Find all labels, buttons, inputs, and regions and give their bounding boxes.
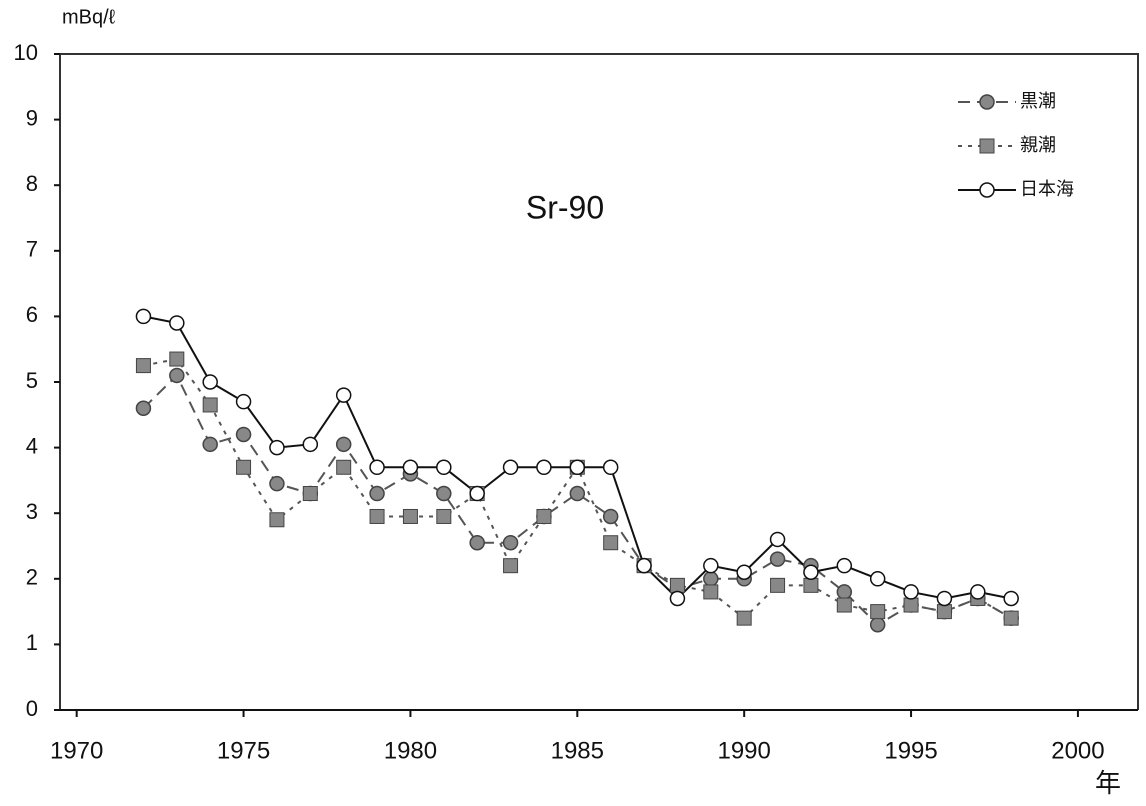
marker	[336, 459, 352, 475]
marker	[335, 387, 352, 403]
marker	[369, 485, 385, 502]
y-tick-label: 7	[26, 237, 38, 262]
marker	[436, 459, 452, 476]
marker	[870, 604, 886, 620]
marker	[169, 367, 185, 384]
marker	[603, 535, 619, 551]
y-tick-label: 3	[26, 499, 38, 524]
marker	[369, 508, 385, 524]
series-line	[142, 373, 1012, 626]
marker	[436, 485, 452, 502]
marker	[436, 508, 452, 524]
legend-marker	[979, 138, 995, 154]
marker	[169, 351, 185, 367]
marker	[970, 584, 986, 600]
marker	[135, 308, 152, 325]
marker	[1003, 590, 1019, 607]
marker	[736, 610, 752, 626]
x-tick-label: 2000	[1051, 737, 1104, 764]
y-tick-label: 8	[26, 171, 38, 196]
marker	[703, 571, 719, 587]
marker	[269, 512, 285, 528]
marker	[469, 534, 485, 551]
y-axis-label: mBq/ℓ	[62, 6, 116, 28]
marker	[569, 485, 586, 502]
marker	[903, 584, 919, 600]
marker	[235, 426, 252, 443]
legend-label: 黒潮	[1020, 91, 1056, 111]
y-tick-label: 9	[26, 105, 38, 130]
marker	[402, 459, 419, 476]
marker	[169, 315, 185, 331]
marker	[135, 400, 152, 416]
x-tick-label: 1990	[717, 737, 770, 764]
y-tick-label: 10	[14, 40, 38, 65]
marker	[269, 439, 285, 456]
marker	[369, 459, 385, 476]
legend-marker	[979, 182, 995, 198]
series-line	[143, 315, 1012, 600]
marker	[836, 557, 853, 574]
marker	[135, 358, 151, 374]
x-tick-label: 1995	[884, 737, 937, 764]
marker	[703, 584, 719, 600]
x-tick-label: 1975	[217, 737, 270, 764]
plot-frame	[59, 53, 1139, 710]
y-tick-label: 2	[26, 565, 38, 590]
marker	[469, 485, 485, 502]
marker	[536, 508, 552, 524]
marker	[769, 531, 786, 548]
marker	[703, 557, 719, 574]
x-tick-label: 1985	[551, 737, 604, 764]
chart-title: Sr-90	[526, 189, 604, 225]
marker	[602, 508, 619, 525]
marker	[736, 564, 752, 580]
marker	[202, 436, 218, 453]
marker	[770, 577, 786, 593]
legend-label: 日本海	[1020, 179, 1074, 199]
x-tick-label: 1970	[50, 737, 103, 764]
marker	[669, 590, 686, 607]
y-tick-label: 5	[26, 368, 38, 393]
marker	[302, 436, 319, 453]
x-axis-label: 年	[1095, 768, 1121, 798]
y-tick-label: 0	[26, 696, 38, 721]
marker	[836, 597, 852, 613]
marker	[402, 508, 418, 524]
marker	[202, 397, 218, 413]
marker	[936, 604, 952, 620]
marker	[903, 597, 919, 613]
marker	[269, 475, 285, 492]
marker	[235, 393, 252, 410]
marker	[936, 590, 953, 607]
marker	[502, 459, 519, 476]
y-tick-label: 1	[26, 630, 38, 655]
marker	[236, 459, 252, 475]
marker	[503, 558, 519, 574]
marker	[302, 486, 318, 502]
marker	[569, 459, 586, 476]
marker	[636, 557, 652, 574]
marker	[669, 577, 685, 593]
marker	[1003, 610, 1019, 626]
legend-marker	[979, 94, 995, 110]
marker	[502, 534, 519, 551]
legend-label: 親潮	[1020, 135, 1056, 155]
marker	[869, 616, 886, 633]
marker	[202, 374, 218, 390]
marker	[803, 564, 819, 580]
marker	[869, 571, 886, 587]
marker	[536, 459, 552, 476]
marker	[335, 436, 352, 453]
y-tick-label: 6	[26, 302, 38, 327]
marker	[836, 584, 853, 600]
x-tick-label: 1980	[384, 737, 437, 764]
y-tick-label: 4	[26, 433, 38, 458]
marker	[769, 551, 786, 567]
marker	[602, 459, 619, 476]
marker	[803, 577, 819, 593]
